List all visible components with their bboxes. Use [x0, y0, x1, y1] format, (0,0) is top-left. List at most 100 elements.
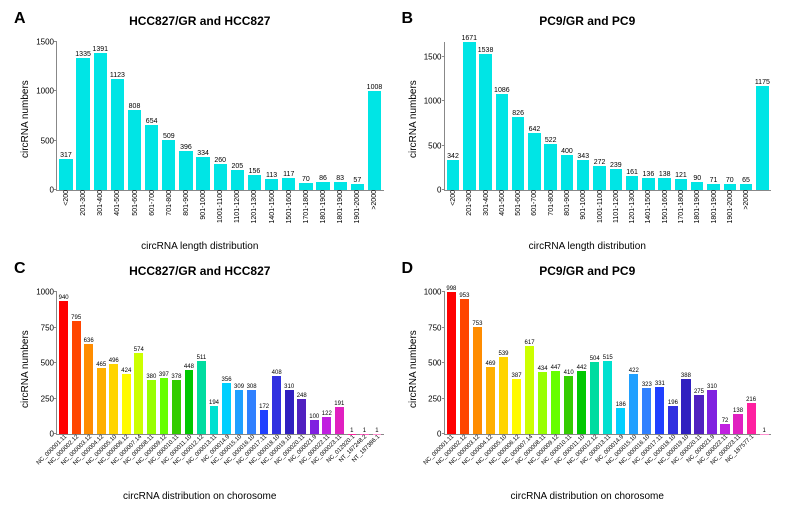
- bar-category: 1001-1100: [217, 190, 224, 223]
- bar: 1171501-1600: [282, 178, 295, 190]
- panel-title-a: HCC827/GR and HCC827: [8, 14, 392, 28]
- bar: 396801-900: [179, 151, 192, 190]
- bar-category: 1201-1300: [251, 190, 258, 223]
- bar: 343901-1000: [577, 160, 589, 190]
- bar-category: 1501-1600: [286, 190, 293, 223]
- plot-b: 050010001500342<2001671201-3001538301-40…: [444, 42, 772, 191]
- bar-category: 801-900: [183, 190, 190, 216]
- bar-category: 1501-1600: [662, 190, 669, 223]
- bar: 331NC_000017.11: [655, 387, 664, 434]
- bar-value: 334: [197, 150, 209, 157]
- xlabel-a: circRNA length distribution: [8, 241, 392, 252]
- bar-value: 216: [746, 397, 756, 403]
- panel-b: B PC9/GR and PC9 circRNA numbers 0500100…: [396, 8, 780, 254]
- bar-value: 795: [71, 315, 81, 321]
- bar-value: 156: [249, 168, 261, 175]
- bar: 1175: [756, 86, 768, 190]
- xlabel-b: circRNA length distribution: [396, 241, 780, 252]
- bar-value: 83: [336, 175, 344, 182]
- bar-value: 310: [284, 384, 294, 390]
- bar-value: 161: [626, 169, 638, 176]
- bar: 323NC_000016.10: [642, 388, 651, 434]
- bar-value: 1086: [494, 87, 510, 94]
- bar-value: 308: [247, 384, 257, 390]
- bar-value: 309: [234, 384, 244, 390]
- ylabel-a: circRNA numbers: [20, 80, 31, 158]
- bar-category: >2000: [371, 190, 378, 210]
- bar-category: 1901-2000: [727, 190, 734, 223]
- bar: 194NC_000013.11: [210, 406, 219, 434]
- bar-category: 201-300: [80, 190, 87, 216]
- bar-value: 496: [109, 358, 119, 364]
- bar-value: 136: [643, 171, 655, 178]
- bar: 191NC_000023.11: [335, 407, 344, 434]
- bar: 172NC_000017.11: [260, 410, 269, 434]
- bar-value: 191: [334, 401, 344, 407]
- bar: 504NC_000012.12: [590, 362, 599, 434]
- bar-category: 1801-1900: [711, 190, 718, 223]
- bar-category: 1401-1500: [645, 190, 652, 223]
- bar-value: 753: [472, 321, 482, 327]
- panel-c: C HCC827/GR and HCC827 circRNA numbers 0…: [8, 258, 392, 504]
- bar: 408NC_000018.10: [272, 376, 281, 434]
- bar-value: 539: [498, 351, 508, 357]
- bar-value: 642: [529, 126, 541, 133]
- ylabel-d: circRNA numbers: [408, 330, 419, 408]
- bar: 447NC_000009.12: [551, 371, 560, 434]
- bar-value: 71: [710, 177, 718, 184]
- bar: 434NC_000008.11: [538, 372, 547, 434]
- bar-value: 260: [214, 157, 226, 164]
- bar: 424NC_000006.12: [122, 374, 131, 434]
- plot-c: 02505007501000940NC_000001.11795NC_00000…: [56, 292, 384, 435]
- bar-category: 601-700: [531, 190, 538, 216]
- bar-value: 504: [590, 356, 600, 362]
- bar-value: 826: [512, 110, 524, 117]
- bar-category: 401-500: [114, 190, 121, 216]
- bar: 397NC_000009.12: [160, 378, 169, 434]
- bar: 636NC_000003.12: [84, 344, 93, 434]
- bar: 1008>2000: [368, 91, 381, 190]
- bar: 1561201-1300: [248, 175, 261, 190]
- bar-category: 401-500: [499, 190, 506, 216]
- bar-value: 388: [681, 373, 691, 379]
- bar-value: 422: [629, 368, 639, 374]
- bar: 826501-600: [512, 117, 524, 190]
- ytick: 1500: [36, 38, 57, 47]
- bar: 1123401-500: [111, 79, 124, 190]
- bar-category: 601-700: [149, 190, 156, 216]
- bar: 186NC_000014.9: [616, 408, 625, 434]
- panel-title-c: HCC827/GR and HCC827: [8, 264, 392, 278]
- bar-value: 356: [222, 377, 232, 383]
- ytick: 1500: [424, 53, 445, 62]
- bar-value: 1175: [755, 79, 770, 86]
- ytick: 500: [41, 136, 57, 145]
- bar-value: 522: [545, 137, 557, 144]
- bar: 539NC_000005.10: [499, 357, 508, 434]
- bar: 378NC_000010.11: [172, 380, 181, 434]
- bar: 509701-800: [162, 140, 175, 190]
- bar: 309NC_000015.10: [235, 390, 244, 434]
- bar-value: 509: [163, 133, 175, 140]
- bar: 701901-2000: [724, 184, 736, 190]
- bar-value: 408: [272, 370, 282, 376]
- bar-value: 275: [694, 389, 704, 395]
- ytick: 0: [437, 186, 444, 195]
- bar-value: 387: [512, 373, 522, 379]
- bar: 308NC_000016.10: [247, 390, 256, 434]
- bar-category: 1801-1900: [694, 190, 701, 223]
- bar: 1538301-400: [479, 54, 491, 190]
- bar-value: 1008: [367, 84, 383, 91]
- bar-category: <200: [63, 190, 70, 206]
- bar-category: 1101-1200: [234, 190, 241, 223]
- ytick: 1000: [424, 288, 445, 297]
- bar: 342<200: [447, 160, 459, 190]
- bar-value: 117: [283, 171, 294, 178]
- bar-value: 808: [129, 103, 141, 110]
- ytick: 0: [437, 430, 444, 439]
- bar: 72NC_000022.11: [720, 424, 729, 434]
- bar-value: 396: [180, 144, 192, 151]
- bar-value: 380: [146, 374, 156, 380]
- bar: 1381501-1600: [658, 178, 670, 190]
- bar: 998NC_000001.11: [447, 292, 456, 434]
- bar: 515NC_000013.11: [603, 361, 612, 434]
